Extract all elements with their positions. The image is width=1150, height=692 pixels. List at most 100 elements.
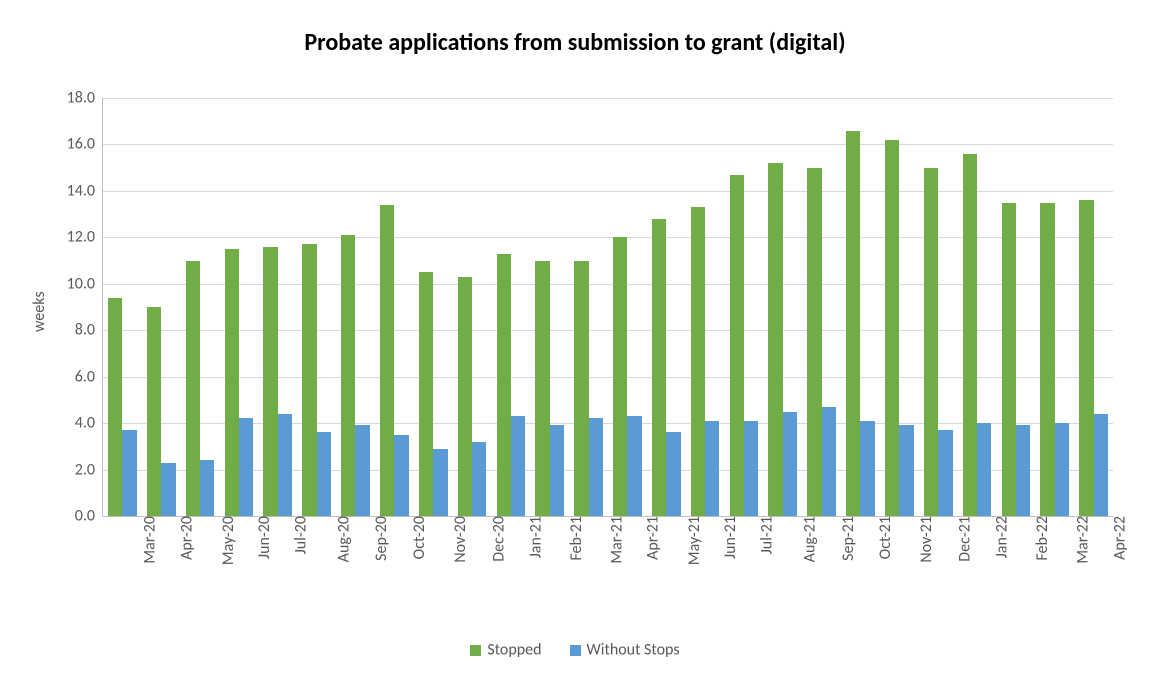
x-tick-label: Apr-22: [1102, 516, 1129, 560]
bar-group: Nov-20: [414, 98, 453, 516]
bar-without-stops: [977, 423, 991, 516]
bar-without-stops: [666, 432, 680, 516]
bar-stopped: [497, 254, 511, 516]
bar-group: Sep-20: [336, 98, 375, 516]
y-tick-label: 2.0: [75, 460, 95, 479]
bar-without-stops: [122, 430, 136, 516]
x-tick-label: Jan-22: [985, 516, 1012, 558]
bar-without-stops: [705, 421, 719, 516]
bar-group: Aug-20: [297, 98, 336, 516]
bar-stopped: [263, 247, 277, 516]
x-tick-label: Mar-21: [599, 516, 626, 564]
x-tick-label: Aug-21: [792, 516, 819, 562]
bar-without-stops: [394, 435, 408, 516]
x-tick-label: Jun-20: [247, 516, 274, 559]
bar-stopped: [924, 168, 938, 516]
x-tick-label: Nov-20: [443, 516, 470, 563]
bar-without-stops: [200, 460, 214, 516]
bar-group: Apr-22: [1074, 98, 1113, 516]
bar-group: Apr-21: [608, 98, 647, 516]
bar-without-stops: [278, 414, 292, 516]
bar-group: Apr-20: [142, 98, 181, 516]
x-tick-label: Nov-21: [909, 516, 936, 563]
x-tick-label: Dec-20: [481, 516, 508, 562]
x-tick-label: Feb-21: [559, 516, 586, 561]
legend: Stopped Without Stops: [0, 640, 1150, 660]
chart-container: Probate applications from submission to …: [0, 0, 1150, 692]
bar-group: Sep-21: [802, 98, 841, 516]
bar-without-stops: [433, 449, 447, 516]
bar-group: Mar-20: [103, 98, 142, 516]
bar-stopped: [846, 131, 860, 516]
x-tick-label: Apr-21: [636, 516, 663, 560]
bar-stopped: [1079, 200, 1093, 516]
bar-stopped: [1040, 203, 1054, 517]
x-tick-label: Mar-20: [133, 516, 160, 564]
x-tick-label: Oct-21: [869, 516, 896, 559]
x-tick-label: Jul-20: [283, 516, 310, 554]
x-tick-label: Sep-20: [364, 516, 391, 561]
bar-without-stops: [472, 442, 486, 516]
bar-without-stops: [899, 425, 913, 516]
bar-without-stops: [938, 430, 952, 516]
y-tick-label: 8.0: [75, 321, 95, 340]
bar-group: Jun-20: [220, 98, 259, 516]
bar-group: Feb-22: [996, 98, 1035, 516]
bar-stopped: [108, 298, 122, 516]
bar-group: Jan-22: [958, 98, 997, 516]
bar-without-stops: [1094, 414, 1108, 516]
bar-without-stops: [744, 421, 758, 516]
x-tick-label: Jan-21: [519, 516, 546, 558]
plot-area: 0.02.04.06.08.010.012.014.016.018.0Mar-2…: [102, 98, 1113, 517]
x-tick-label: Apr-20: [170, 516, 197, 560]
x-tick-label: Jun-21: [713, 516, 740, 559]
legend-item-without-stops: Without Stops: [570, 640, 680, 660]
bar-group: Mar-21: [569, 98, 608, 516]
y-tick-label: 14.0: [67, 181, 95, 200]
x-tick-label: Jul-21: [750, 516, 777, 554]
bar-group: Oct-20: [375, 98, 414, 516]
bar-without-stops: [1055, 423, 1069, 516]
x-tick-label: Feb-22: [1025, 516, 1052, 561]
y-tick-label: 6.0: [75, 367, 95, 386]
bar-stopped: [225, 249, 239, 516]
bar-stopped: [768, 163, 782, 516]
bar-without-stops: [1016, 425, 1030, 516]
legend-label: Stopped: [487, 641, 541, 660]
y-tick-label: 10.0: [67, 274, 95, 293]
bar-without-stops: [161, 463, 175, 516]
bar-without-stops: [511, 416, 525, 516]
bar-stopped: [1002, 203, 1016, 517]
bar-without-stops: [317, 432, 331, 516]
x-tick-label: Aug-20: [326, 516, 353, 562]
bar-group: Feb-21: [530, 98, 569, 516]
bar-without-stops: [550, 425, 564, 516]
bar-without-stops: [860, 421, 874, 516]
bar-stopped: [613, 237, 627, 516]
y-axis-label: weeks: [30, 291, 49, 332]
y-tick-label: 4.0: [75, 414, 95, 433]
y-tick-label: 18.0: [67, 89, 95, 108]
x-tick-label: Dec-21: [948, 516, 975, 562]
bar-stopped: [302, 244, 316, 516]
bar-group: Mar-22: [1035, 98, 1074, 516]
bar-without-stops: [239, 418, 253, 516]
bar-without-stops: [589, 418, 603, 516]
bar-stopped: [186, 261, 200, 516]
x-tick-label: Oct-20: [403, 516, 430, 559]
y-tick-label: 0.0: [75, 507, 95, 526]
x-tick-label: May-20: [211, 516, 238, 565]
bar-group: Jul-20: [258, 98, 297, 516]
bar-without-stops: [355, 425, 369, 516]
bar-group: Oct-21: [841, 98, 880, 516]
bar-stopped: [341, 235, 355, 516]
bar-stopped: [691, 207, 705, 516]
x-tick-label: Sep-21: [831, 516, 858, 561]
bar-group: Dec-20: [453, 98, 492, 516]
chart-title: Probate applications from submission to …: [0, 28, 1150, 57]
legend-label: Without Stops: [587, 641, 680, 660]
x-tick-label: May-21: [677, 516, 704, 565]
bar-without-stops: [783, 412, 797, 517]
legend-swatch: [470, 645, 481, 656]
bar-stopped: [419, 272, 433, 516]
